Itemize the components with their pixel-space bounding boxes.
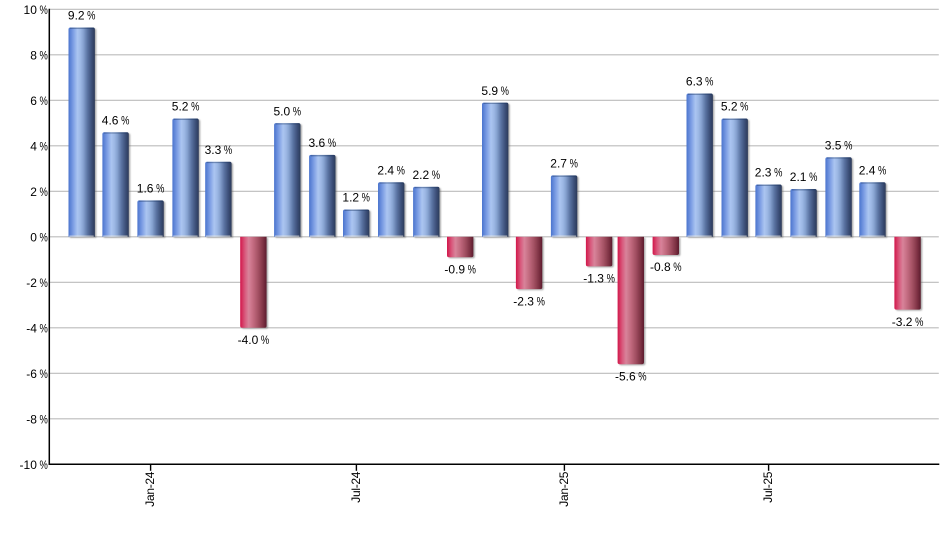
svg-text:2.7 %: 2.7 %: [550, 157, 578, 171]
svg-text:1.2 %: 1.2 %: [342, 191, 370, 205]
svg-text:Jan-24: Jan-24: [143, 471, 157, 507]
svg-text:Jan-25: Jan-25: [557, 471, 571, 507]
svg-text:5.0 %: 5.0 %: [274, 104, 302, 118]
svg-text:2.4 %: 2.4 %: [859, 163, 887, 177]
svg-text:-2.3 %: -2.3 %: [513, 294, 545, 308]
svg-text:0 %: 0 %: [30, 231, 48, 245]
svg-text:-8 %: -8 %: [26, 413, 48, 427]
svg-text:-4.0 %: -4.0 %: [238, 333, 270, 347]
svg-text:2.2 %: 2.2 %: [413, 168, 441, 182]
svg-text:2.4 %: 2.4 %: [377, 163, 405, 177]
svg-text:-0.8 %: -0.8 %: [650, 260, 682, 274]
svg-text:-1.3 %: -1.3 %: [583, 272, 615, 286]
svg-text:6 %: 6 %: [30, 94, 48, 108]
svg-text:5.2 %: 5.2 %: [721, 100, 749, 114]
svg-text:1.6 %: 1.6 %: [137, 182, 165, 196]
svg-text:5.2 %: 5.2 %: [172, 100, 200, 114]
svg-text:-4 %: -4 %: [26, 322, 48, 336]
svg-text:10 %: 10 %: [24, 3, 49, 17]
svg-text:6.3 %: 6.3 %: [686, 75, 714, 89]
svg-text:5.9 %: 5.9 %: [481, 84, 509, 98]
svg-text:Jul-24: Jul-24: [349, 471, 363, 503]
svg-text:3.5 %: 3.5 %: [825, 138, 853, 152]
svg-text:2 %: 2 %: [30, 185, 48, 199]
svg-text:4.6 %: 4.6 %: [102, 113, 130, 127]
svg-text:-5.6 %: -5.6 %: [615, 369, 647, 383]
svg-text:Jul-25: Jul-25: [761, 471, 775, 503]
svg-text:-2 %: -2 %: [26, 276, 48, 290]
svg-text:8 %: 8 %: [30, 49, 48, 63]
svg-text:4 %: 4 %: [30, 140, 48, 154]
svg-text:-10 %: -10 %: [20, 458, 48, 472]
svg-text:2.3 %: 2.3 %: [755, 166, 783, 180]
svg-text:-6 %: -6 %: [26, 367, 48, 381]
svg-text:3.3 %: 3.3 %: [205, 143, 233, 157]
svg-text:2.1 %: 2.1 %: [790, 170, 818, 184]
svg-text:-3.2 %: -3.2 %: [892, 315, 924, 329]
svg-text:9.2 %: 9.2 %: [68, 9, 96, 23]
svg-text:-0.9 %: -0.9 %: [444, 263, 476, 277]
svg-text:3.6 %: 3.6 %: [309, 136, 337, 150]
